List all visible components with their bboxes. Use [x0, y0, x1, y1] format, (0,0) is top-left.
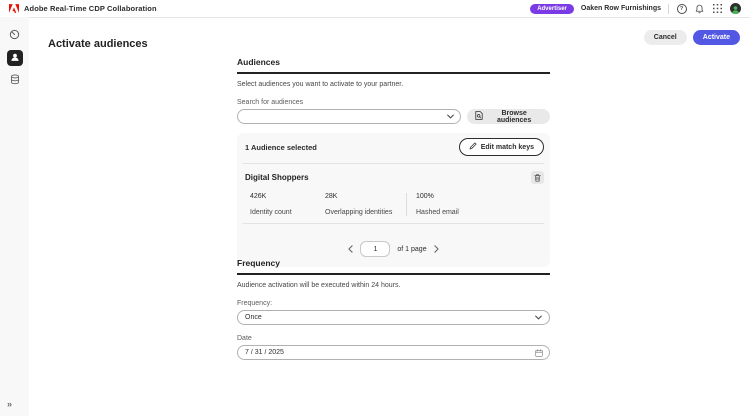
search-input[interactable]: [238, 110, 448, 123]
stats-divider: [406, 193, 407, 216]
pencil-icon: [469, 142, 477, 152]
page-total-label: of 1 page: [397, 245, 427, 253]
panel-divider: [243, 223, 544, 224]
page-actions: Cancel Activate: [643, 30, 740, 45]
stat-hashed-email: 100% Hashed email: [416, 193, 459, 216]
stat-label: Identity count: [250, 209, 292, 216]
org-name[interactable]: Oaken Row Furnishings: [580, 5, 661, 12]
stat-identity-count: 426K Identity count: [250, 193, 325, 216]
activate-button[interactable]: Activate: [692, 30, 740, 45]
audiences-section: Audiences Select audiences you want to a…: [237, 57, 550, 267]
header-divider: [668, 3, 669, 14]
audience-stats: 426K Identity count 28K Overlapping iden…: [243, 193, 544, 216]
stat-value: 100%: [416, 193, 434, 200]
stat-value: 28K: [325, 193, 338, 200]
trash-icon: [534, 170, 541, 185]
user-avatar[interactable]: [730, 3, 741, 14]
brand: Adobe Real-Time CDP Collaboration: [0, 4, 157, 13]
audience-name: Digital Shoppers: [245, 173, 309, 182]
frequency-description: Audience activation will be executed wit…: [237, 282, 401, 289]
date-input[interactable]: [238, 346, 529, 359]
apps-grid-icon[interactable]: [712, 3, 723, 14]
data-database-icon: [10, 72, 20, 90]
stat-label: Overlapping identities: [325, 209, 393, 216]
chevron-down-icon: [535, 315, 542, 320]
search-label: Search for audiences: [237, 99, 304, 106]
frequency-selected-value: Once: [245, 314, 262, 321]
date-field[interactable]: [237, 345, 550, 360]
calendar-icon[interactable]: [529, 348, 549, 358]
chevron-down-icon[interactable]: [447, 114, 460, 119]
frequency-heading: Frequency: [237, 258, 550, 275]
browse-audiences-button[interactable]: Browse audiences: [467, 109, 550, 124]
frequency-select[interactable]: Once: [237, 310, 550, 325]
sidebar-expand-icon[interactable]: »: [7, 399, 13, 409]
notifications-bell-icon[interactable]: [694, 3, 705, 14]
pagination: of 1 page: [243, 234, 544, 263]
audiences-heading: Audiences: [237, 57, 550, 74]
stat-value: 426K: [250, 193, 267, 200]
audiences-description: Select audiences you want to activate to…: [237, 81, 404, 88]
audiences-people-icon: [10, 49, 20, 67]
adobe-logo-icon: [9, 4, 19, 13]
browse-preview-icon: [475, 111, 483, 122]
date-label: Date: [237, 335, 252, 342]
frequency-label: Frequency:: [237, 300, 273, 307]
top-bar: Adobe Real-Time CDP Collaboration Advert…: [0, 0, 750, 18]
frequency-section: Frequency Audience activation will be ex…: [237, 258, 550, 360]
sidebar-item-dashboard[interactable]: [7, 28, 22, 43]
left-sidebar: »: [0, 17, 29, 416]
cancel-button[interactable]: Cancel: [643, 30, 687, 45]
selected-summary: 1 Audience selected: [245, 142, 317, 152]
help-icon[interactable]: ?: [676, 3, 687, 14]
selected-audiences-panel: 1 Audience selected Edit match keys Digi…: [237, 133, 550, 267]
page-title: Activate audiences: [48, 38, 148, 51]
audience-card-header: Digital Shoppers: [243, 171, 544, 184]
panel-divider: [243, 163, 544, 164]
previous-page-icon[interactable]: [348, 245, 354, 253]
next-page-icon[interactable]: [433, 245, 439, 253]
top-bar-right: Advertiser Oaken Row Furnishings ?: [530, 3, 750, 14]
role-badge: Advertiser: [530, 3, 574, 14]
sidebar-item-audiences[interactable]: [6, 49, 23, 67]
stat-overlapping-identities: 28K Overlapping identities: [325, 193, 397, 216]
audience-search-combobox[interactable]: [237, 109, 462, 124]
sidebar-item-data[interactable]: [7, 73, 22, 88]
edit-match-keys-button[interactable]: Edit match keys: [458, 138, 544, 156]
dashboard-clock-icon: [9, 27, 20, 45]
search-row: Browse audiences: [237, 109, 550, 124]
browse-audiences-label: Browse audiences: [496, 109, 532, 124]
edit-match-keys-label: Edit match keys: [480, 143, 534, 151]
selection-summary-row: 1 Audience selected Edit match keys: [243, 138, 544, 156]
delete-audience-button[interactable]: [531, 171, 544, 184]
page-number-input[interactable]: [360, 241, 391, 257]
app-title: Adobe Real-Time CDP Collaboration: [24, 4, 157, 13]
stat-label: Hashed email: [416, 209, 459, 216]
